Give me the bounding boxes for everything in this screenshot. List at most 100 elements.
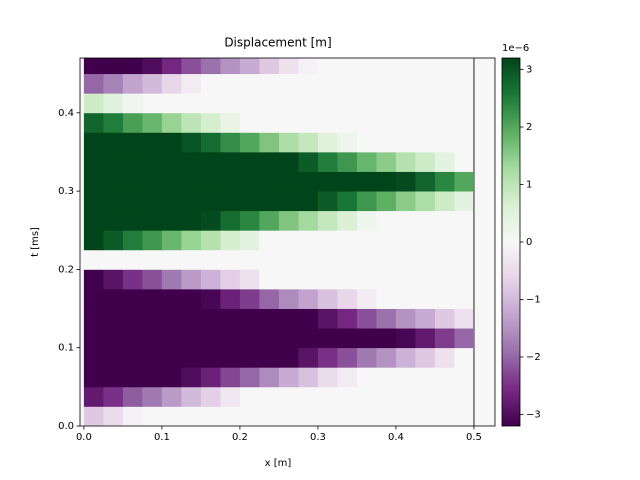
heatmap-cell <box>239 328 260 349</box>
x-axis-label: x [m] <box>265 458 292 469</box>
heatmap-cell <box>103 328 124 349</box>
heatmap-cell <box>356 269 377 290</box>
heatmap-cell <box>376 230 397 251</box>
heatmap-cell <box>239 347 260 368</box>
heatmap-cell <box>103 230 124 251</box>
heatmap-cell <box>395 230 416 251</box>
heatmap-cell <box>161 347 182 368</box>
heatmap-cell <box>434 210 455 231</box>
heatmap-cell <box>103 171 124 192</box>
heatmap-cell <box>434 328 455 349</box>
heatmap-cell <box>395 308 416 329</box>
heatmap-cell <box>298 171 319 192</box>
heatmap-cell <box>259 288 280 309</box>
heatmap-cell <box>220 93 241 114</box>
heatmap-cell <box>376 58 397 75</box>
heatmap-cell <box>122 347 143 368</box>
heatmap-cell <box>181 230 202 251</box>
heatmap-cell <box>103 132 124 153</box>
colorbar-tick-label: 2 <box>526 122 532 133</box>
heatmap-cell <box>142 58 163 75</box>
heatmap-cell <box>83 73 104 94</box>
heatmap-cell <box>83 132 104 153</box>
heatmap-cell <box>356 210 377 231</box>
heatmap-cell <box>454 249 475 270</box>
chart-title: Displacement [m] <box>224 36 331 50</box>
heatmap-cell <box>434 308 455 329</box>
heatmap-cell <box>415 112 436 133</box>
heatmap-cell <box>259 367 280 388</box>
heatmap-cell <box>181 171 202 192</box>
heatmap-cell <box>200 171 221 192</box>
heatmap-cell <box>337 230 358 251</box>
heatmap-cell <box>181 210 202 231</box>
heatmap-cell <box>415 58 436 75</box>
heatmap-cell <box>181 328 202 349</box>
heatmap-cell <box>356 132 377 153</box>
colorbar-tick-label: −3 <box>526 410 541 421</box>
heatmap-cell <box>395 249 416 270</box>
heatmap-cell <box>454 132 475 153</box>
heatmap-cell <box>83 210 104 231</box>
heatmap-cell <box>415 406 436 426</box>
heatmap-cell <box>239 58 260 75</box>
heatmap-cell <box>298 210 319 231</box>
heatmap-cell <box>415 132 436 153</box>
heatmap-cell <box>103 367 124 388</box>
y-tick-label: 0.2 <box>58 264 74 275</box>
heatmap-cell <box>337 367 358 388</box>
heatmap-cell <box>103 151 124 172</box>
heatmap-cell <box>239 132 260 153</box>
colorbar-tick-label: 0 <box>526 237 532 248</box>
heatmap-cell <box>454 308 475 329</box>
heatmap-cell <box>434 58 455 75</box>
heatmap-cell <box>434 386 455 407</box>
heatmap-cell <box>454 73 475 94</box>
heatmap-cell <box>317 112 338 133</box>
heatmap-cell <box>83 249 104 270</box>
heatmap-cell <box>454 347 475 368</box>
heatmap-cell <box>259 210 280 231</box>
heatmap-cell <box>298 406 319 426</box>
heatmap-cell <box>337 406 358 426</box>
heatmap-cell <box>356 171 377 192</box>
heatmap-cell <box>395 347 416 368</box>
heatmap-cell <box>278 191 299 212</box>
heatmap-cell <box>395 328 416 349</box>
y-tick-label: 0.1 <box>58 343 74 354</box>
heatmap-cell <box>161 269 182 290</box>
heatmap-cell <box>200 132 221 153</box>
heatmap-cell <box>317 367 338 388</box>
heatmap-cell <box>356 308 377 329</box>
heatmap-cell <box>415 151 436 172</box>
heatmap-cell <box>356 367 377 388</box>
heatmap-cell <box>278 406 299 426</box>
heatmap-cell <box>298 73 319 94</box>
heatmap-cell <box>161 112 182 133</box>
heatmap-cell <box>415 210 436 231</box>
heatmap-cell <box>142 73 163 94</box>
heatmap-cell <box>337 249 358 270</box>
heatmap-cell <box>259 191 280 212</box>
heatmap-cell <box>83 347 104 368</box>
heatmap-cell <box>181 249 202 270</box>
heatmap-cell <box>200 151 221 172</box>
heatmap-cell <box>142 210 163 231</box>
heatmap-cell <box>103 249 124 270</box>
heatmap-cell <box>415 269 436 290</box>
heatmap-cell <box>220 171 241 192</box>
heatmap-cell <box>298 191 319 212</box>
heatmap-cell <box>415 288 436 309</box>
heatmap-cell <box>259 132 280 153</box>
heatmap-cell <box>239 230 260 251</box>
heatmap-cell <box>434 93 455 114</box>
heatmap-cell <box>103 73 124 94</box>
heatmap-cell <box>317 230 338 251</box>
heatmap-cell <box>161 249 182 270</box>
heatmap-cell <box>376 386 397 407</box>
heatmap <box>83 58 475 426</box>
heatmap-cell <box>181 347 202 368</box>
x-tick-label: 0.5 <box>466 432 482 443</box>
heatmap-cell <box>317 93 338 114</box>
heatmap-cell <box>298 230 319 251</box>
